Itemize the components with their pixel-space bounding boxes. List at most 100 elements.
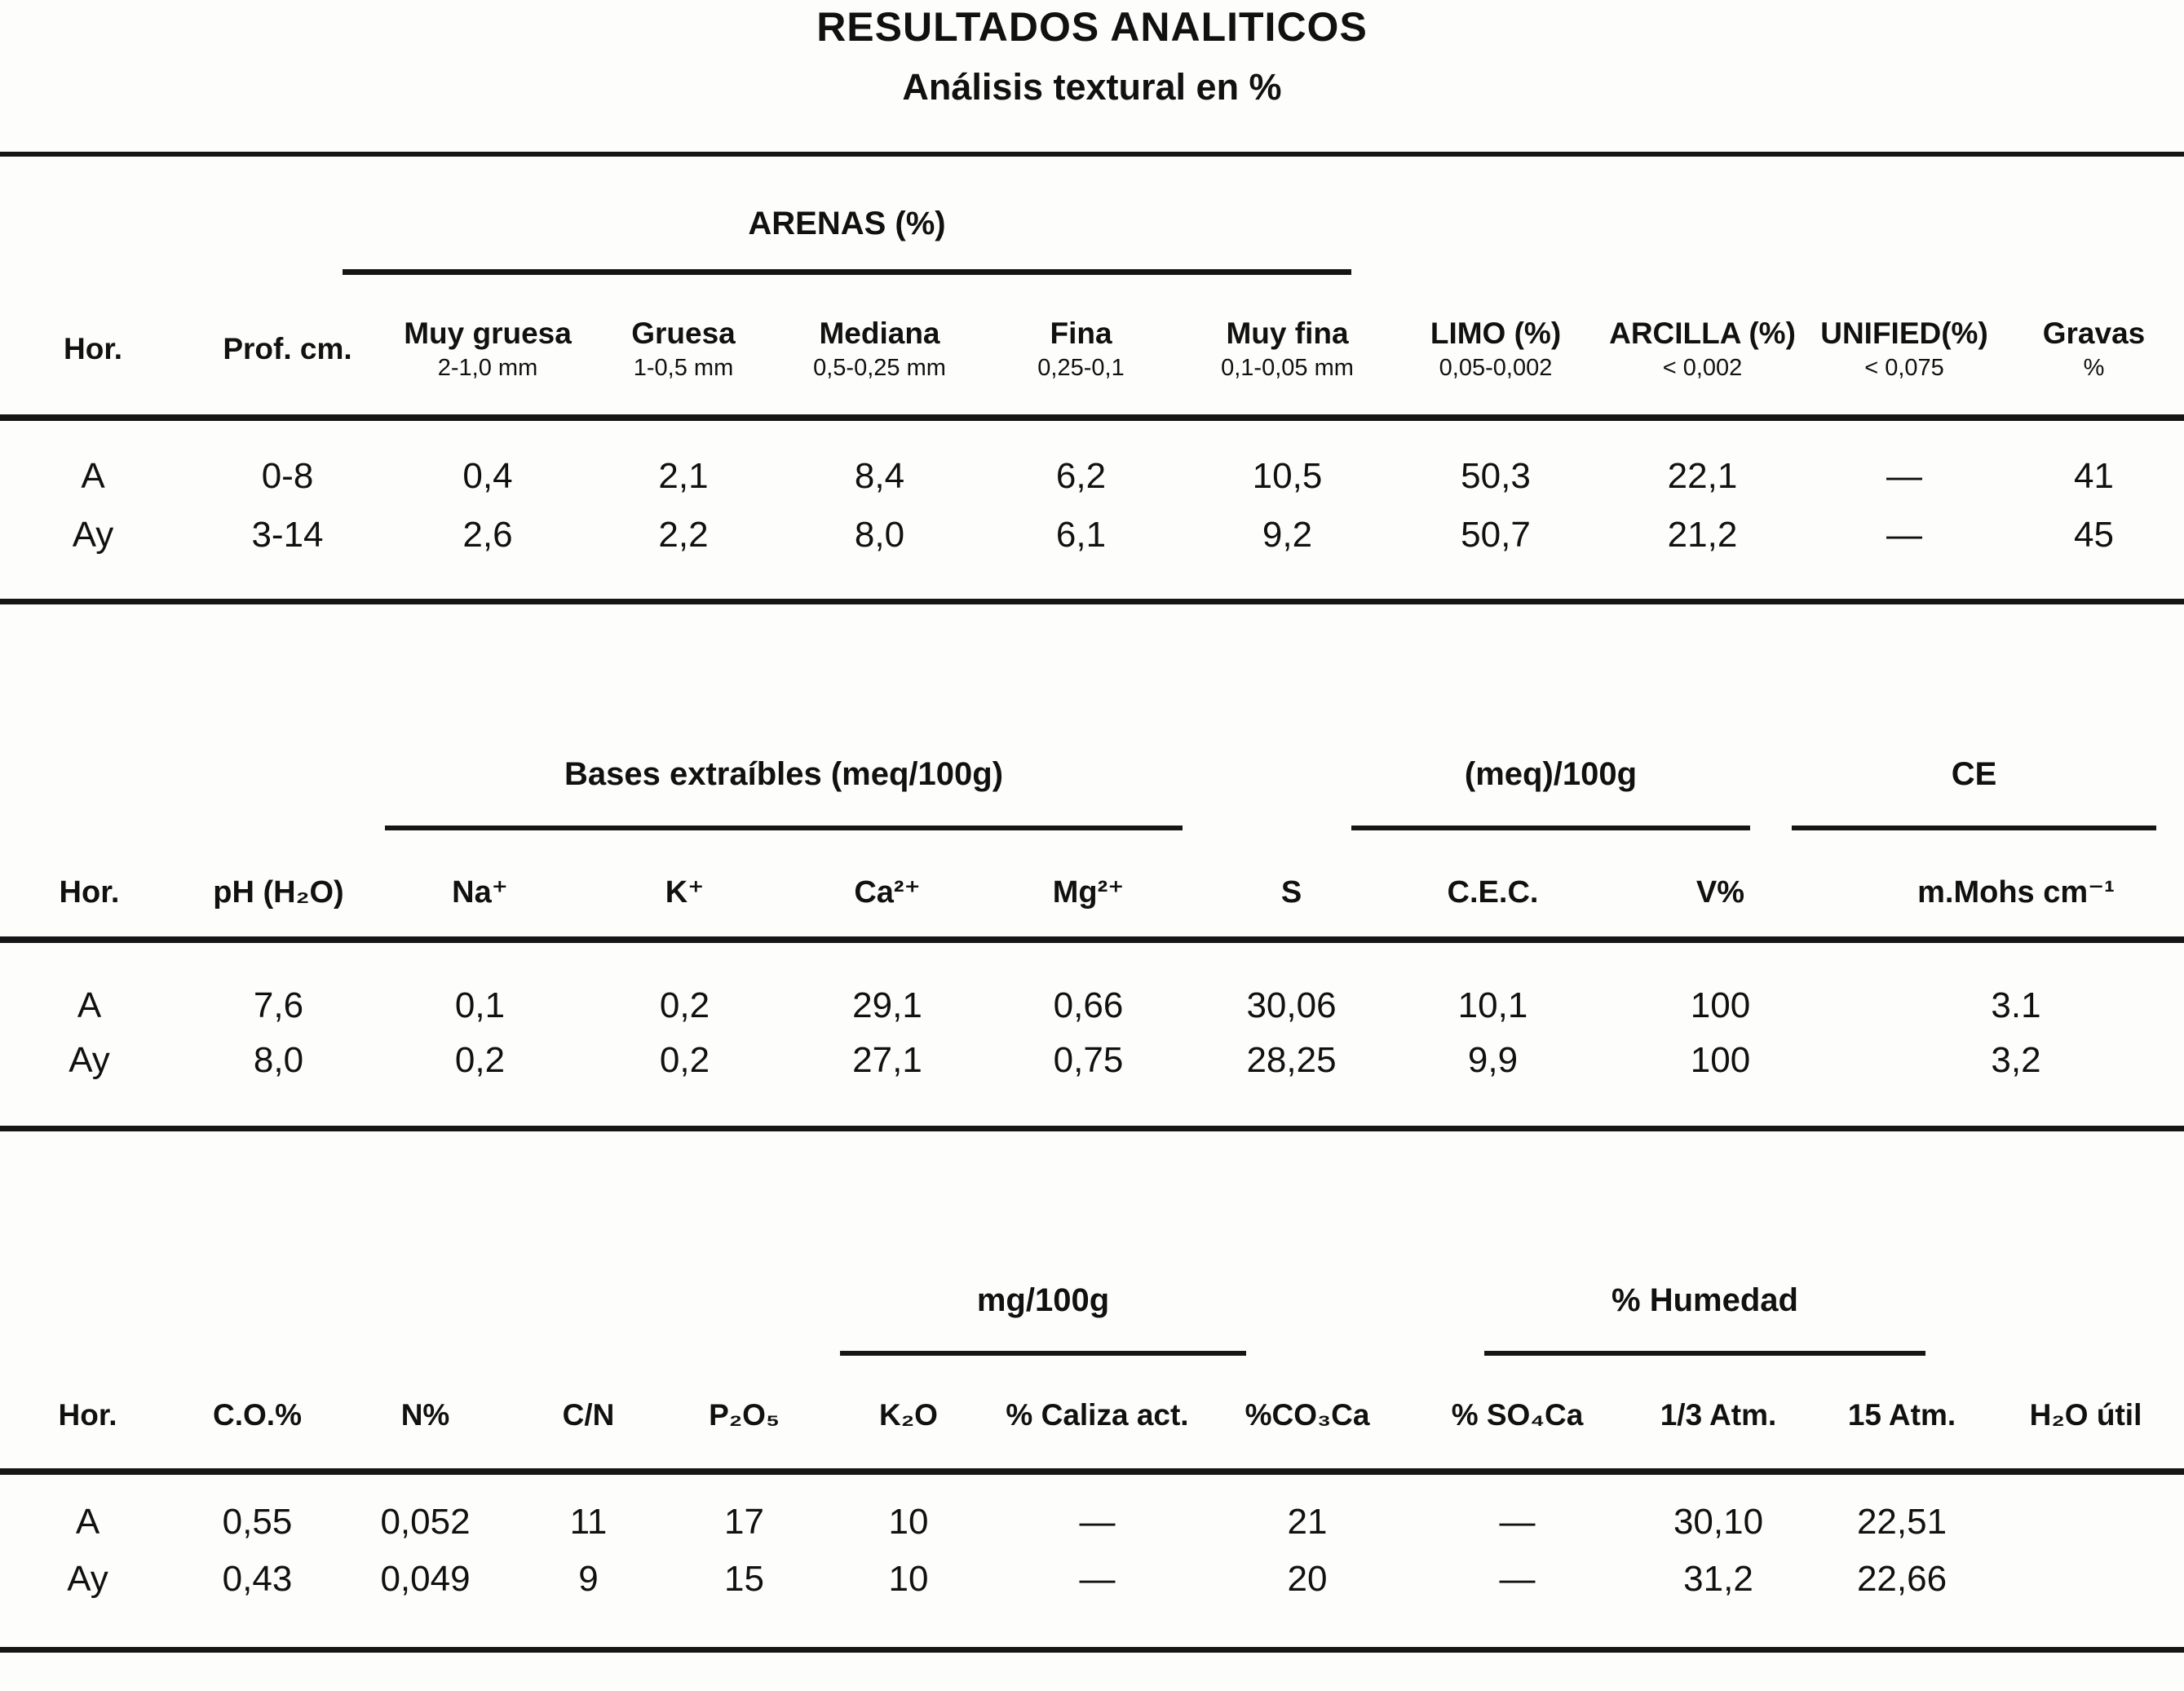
col-sublabel: < 0,002 [1662, 355, 1743, 381]
table3-col-h2o-util: H₂O útil [1987, 1383, 2184, 1447]
cell: 9,2 [1262, 515, 1313, 555]
col-label: N% [400, 1398, 450, 1432]
cell [1987, 1556, 2184, 1602]
cell: 0,4 [462, 456, 513, 496]
cell: 11 [569, 1502, 608, 1542]
table3-col-co3ca: %CO₃Ca [1200, 1383, 1414, 1447]
cell: 0,049 [380, 1559, 471, 1599]
table1-col-arcilla: ARCILLA (%) < 0,002 [1600, 299, 1805, 400]
table1-bottom-rule [0, 599, 2184, 604]
table2-col-ca: Ca²⁺ [788, 858, 987, 927]
table2-group-underline-meq [1351, 826, 1750, 830]
col-sublabel: 2-1,0 mm [437, 355, 538, 381]
cell-horizon: A [75, 1502, 100, 1542]
col-label: S [1280, 875, 1302, 910]
col-label: Hor. [64, 332, 122, 365]
cell: 17 [724, 1502, 764, 1542]
table1-col-prof: Prof. cm. [186, 299, 389, 400]
table2-col-mg: Mg²⁺ [987, 858, 1190, 927]
table2-bottom-rule [0, 1126, 2184, 1131]
cell: 6,2 [1055, 456, 1107, 496]
cell: 0-8 [261, 456, 314, 496]
table1-col-gruesa: Gruesa 1-0,5 mm [586, 299, 780, 400]
cell: 45 [2074, 515, 2114, 555]
cell: 2,1 [658, 456, 709, 496]
col-sublabel: 0,25-0,1 [1037, 355, 1125, 381]
table2-group-header-meq: (meq)/100g [1464, 756, 1638, 792]
cell: — [1886, 456, 1922, 496]
col-label: K₂O [879, 1398, 938, 1432]
cell: 10,5 [1252, 456, 1323, 496]
table2-col-k: K⁺ [581, 858, 788, 927]
col-label: % Caliza act. [1006, 1398, 1189, 1432]
cell: 10 [888, 1559, 929, 1599]
page-title: RESULTADOS ANALITICOS [816, 4, 1368, 50]
table3-col-so4ca: % SO₄Ca [1414, 1383, 1620, 1447]
cell: 30,10 [1673, 1502, 1764, 1542]
cell: 0,1 [454, 985, 506, 1025]
col-label: pH (H₂O) [213, 875, 344, 910]
table2-header-row: Hor. pH (H₂O) Na⁺ K⁺ Ca²⁺ Mg²⁺ S C.E.C. … [0, 858, 2184, 927]
cell: 22,1 [1667, 456, 1738, 496]
table1-col-limo: LIMO (%) 0,05-0,002 [1391, 299, 1600, 400]
cell: 30,06 [1246, 985, 1337, 1025]
col-label: V% [1695, 875, 1745, 910]
table1-row-Ay: Ay 3-14 2,6 2,2 8,0 6,1 9,2 50,7 21,2 — … [0, 512, 2184, 558]
cell: 0,2 [659, 985, 710, 1025]
table3-col-p2o5: P₂O₅ [665, 1383, 823, 1447]
col-label: Gravas [2042, 317, 2146, 350]
col-label: C.O.% [213, 1398, 302, 1432]
cell-horizon: Ay [67, 1559, 108, 1599]
cell: 0,55 [222, 1502, 293, 1542]
table2-row-Ay: Ay 8,0 0,2 0,2 27,1 0,75 28,25 9,9 100 3… [0, 1038, 2184, 1083]
table2-col-ph: pH (H₂O) [179, 858, 378, 927]
cell: 31,2 [1683, 1559, 1753, 1599]
cell: — [1499, 1502, 1536, 1542]
col-label: % SO₄Ca [1451, 1398, 1584, 1432]
cell: 7,6 [253, 985, 304, 1025]
table3-col-13atm: 1/3 Atm. [1620, 1383, 1816, 1447]
table2-row-A: A 7,6 0,1 0,2 29,1 0,66 30,06 10,1 100 3… [0, 983, 2184, 1029]
cell: 100 [1690, 1040, 1751, 1080]
cell: 10,1 [1457, 985, 1528, 1025]
table2-group-header-ce: CE [1951, 756, 1997, 792]
table2-col-na: Na⁺ [378, 858, 581, 927]
cell: 29,1 [852, 985, 922, 1025]
col-label: Mediana [819, 317, 940, 350]
cell: — [1499, 1559, 1536, 1599]
table1-col-gravas: Gravas% [2004, 299, 2184, 400]
col-label: C.E.C. [1447, 875, 1539, 910]
table2-col-hor: Hor. [0, 858, 179, 927]
cell: 0,43 [222, 1559, 293, 1599]
cell: 50,7 [1461, 515, 1531, 555]
table2-group-header-bases: Bases extraíbles (meq/100g) [564, 756, 1004, 792]
divider-line [0, 152, 2184, 157]
table3-col-caliza: % Caliza act. [994, 1383, 1200, 1447]
table1-row-A: A 0-8 0,4 2,1 8,4 6,2 10,5 50,3 22,1 — 4… [0, 454, 2184, 499]
col-label: K⁺ [665, 875, 705, 910]
table3-bottom-rule [0, 1647, 2184, 1653]
col-sublabel: 0,05-0,002 [1439, 355, 1553, 381]
col-label: UNIFIED(%) [1820, 317, 1988, 350]
table2-col-cec: C.E.C. [1393, 858, 1593, 927]
col-label: %CO₃Ca [1245, 1398, 1370, 1432]
cell: 20 [1287, 1559, 1328, 1599]
cell: 8,0 [253, 1040, 304, 1080]
table1-header-separator [0, 414, 2184, 421]
cell: 21,2 [1667, 515, 1738, 555]
cell: — [1079, 1559, 1116, 1599]
cell: 0,2 [659, 1040, 710, 1080]
cell: 9,9 [1467, 1040, 1519, 1080]
table3-col-hor: Hor. [0, 1383, 175, 1447]
table1-header-row: Hor. Prof. cm. Muy gruesa 2-1,0 mm Gruesa… [0, 299, 2184, 400]
col-label: Mg²⁺ [1052, 875, 1125, 910]
cell: 0,2 [454, 1040, 506, 1080]
col-label: C/N [562, 1398, 615, 1432]
table1-col-unified: UNIFIED(%) < 0,075 [1805, 299, 2004, 400]
col-label: Prof. cm. [223, 332, 352, 365]
col-sublabel: % [2083, 355, 2105, 381]
table1-col-hor: Hor. [0, 299, 186, 400]
table3-col-co: C.O.% [175, 1383, 339, 1447]
cell: 50,3 [1461, 456, 1531, 496]
